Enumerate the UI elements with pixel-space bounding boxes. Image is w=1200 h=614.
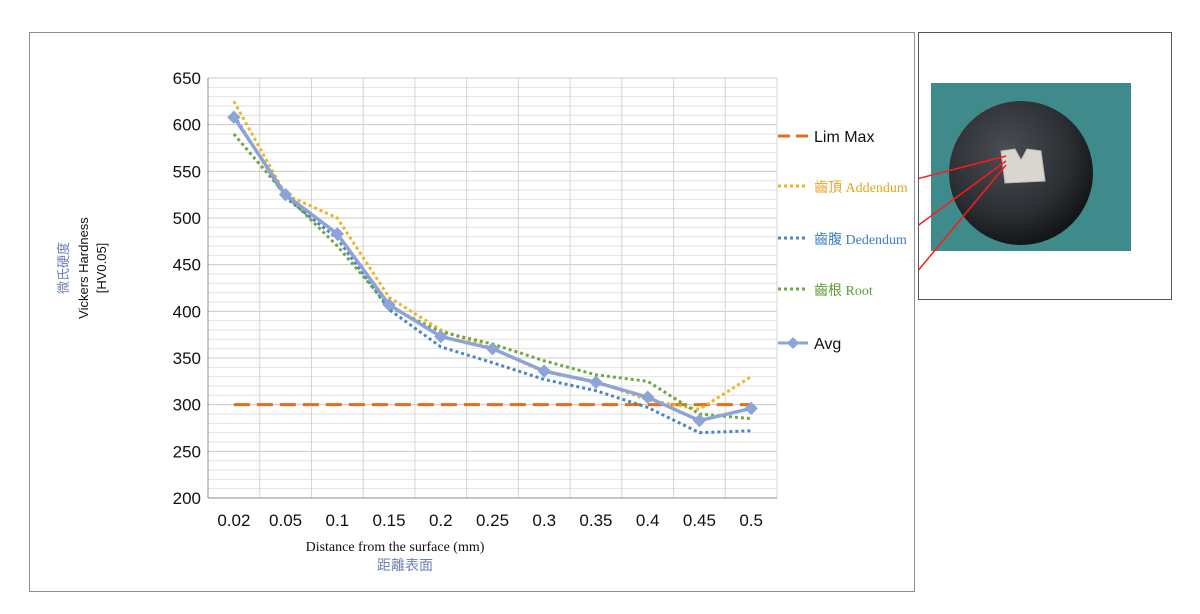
avg-marker — [382, 298, 396, 312]
x-tick-label: 0.5 — [739, 511, 763, 530]
x-tick-label: 0.4 — [636, 511, 660, 530]
legend-label: 齒頂 Addendum — [814, 180, 908, 196]
x-tick-label: 0.15 — [372, 511, 405, 530]
avg-marker — [692, 413, 707, 428]
x-tick-label: 0.05 — [269, 511, 302, 530]
pointer-line — [919, 164, 1007, 271]
avg-marker — [485, 341, 500, 356]
y-tick-label: 200 — [173, 489, 201, 508]
y-axis-title-line: [HV0.05] — [94, 243, 109, 294]
avg-marker — [434, 329, 448, 344]
hardness-chart: 200 250 300 350 400 450 500 550 600 650 0.02 0.05 0.… — [56, 69, 908, 574]
legend-label: Lim Max — [814, 129, 874, 146]
legend-marker — [787, 337, 799, 349]
y-tick-label: 250 — [173, 442, 201, 461]
y-tick-label: 350 — [173, 349, 201, 368]
legend-label: 齒腹 Dedendum — [814, 231, 907, 248]
x-tick-label: 0.45 — [683, 511, 716, 530]
x-axis-title: Distance from the surface (mm) — [306, 540, 485, 555]
pointer-line — [919, 155, 1007, 180]
avg-marker — [640, 390, 655, 404]
avg-marker — [330, 227, 345, 241]
y-tick-label: 600 — [173, 116, 201, 135]
y-tick-label: 500 — [173, 209, 201, 228]
avg-marker — [278, 187, 293, 202]
series-line — [232, 114, 752, 435]
sample-photo-panel — [918, 32, 1172, 300]
x-tick-label: 0.35 — [579, 511, 612, 530]
x-tick-label: 0.02 — [217, 511, 250, 530]
y-tick-label: 550 — [173, 162, 201, 181]
gear-tooth-section — [1000, 148, 1046, 184]
avg-marker — [744, 401, 758, 416]
gear-sample-photo — [919, 83, 1131, 271]
x-tick-label: 0.25 — [476, 511, 509, 530]
x-tick-label: 0.2 — [429, 511, 453, 530]
x-tick-label: 0.3 — [532, 511, 556, 530]
y-tick-label: 650 — [173, 69, 201, 88]
pointer-line — [919, 160, 1007, 226]
avg-marker — [537, 364, 551, 378]
y-tick-label: 300 — [173, 396, 201, 415]
legend-label: Avg — [814, 336, 841, 353]
y-axis-title-line: Vickers Hardness — [76, 217, 91, 319]
y-tick-label: 450 — [173, 256, 201, 275]
avg-marker — [589, 375, 603, 389]
chart-panel: 200 250 300 350 400 450 500 550 600 650 0.02 0.05 0.… — [29, 32, 915, 592]
legend-label: 齒根 Root — [814, 283, 873, 299]
avg-marker — [227, 110, 241, 124]
x-tick-label: 0.1 — [325, 511, 349, 530]
y-axis-title-line: 微氏硬度 — [56, 242, 72, 294]
x-axis-title-secondary: 距離表面 — [377, 557, 433, 574]
y-tick-label: 400 — [173, 302, 201, 321]
